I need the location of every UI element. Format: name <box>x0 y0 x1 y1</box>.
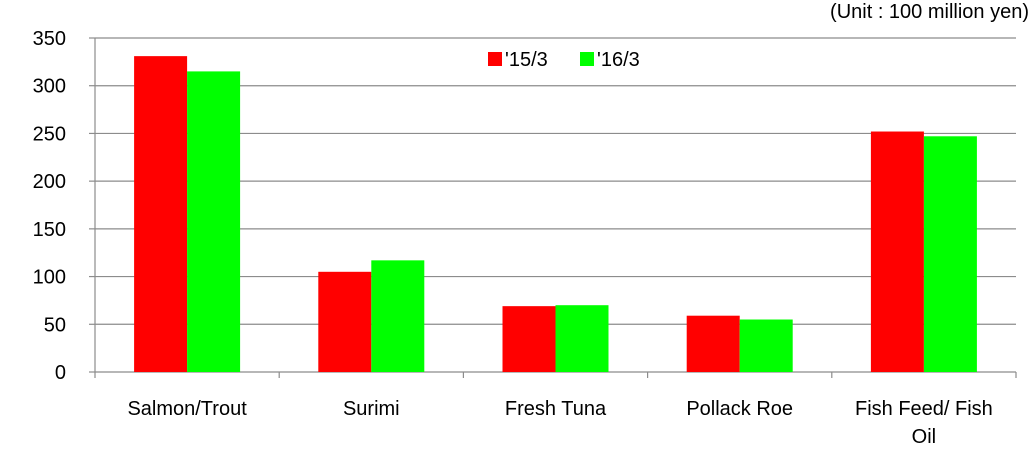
legend-label: '16/3 <box>597 49 640 71</box>
bar-series1 <box>502 306 556 372</box>
y-tick-label: 350 <box>33 28 66 50</box>
bar-series2 <box>923 136 977 372</box>
y-tick-label: 200 <box>33 171 66 193</box>
bars <box>134 56 977 373</box>
bar-series1 <box>318 271 372 372</box>
x-category-label: Fresh Tuna <box>505 398 607 420</box>
bar-series2 <box>555 305 609 372</box>
y-tick-label: 0 <box>55 362 66 384</box>
unit-label: (Unit : 100 million yen) <box>830 1 1029 23</box>
x-category-label: Pollack Roe <box>686 398 793 420</box>
bar-series1 <box>870 131 924 372</box>
x-category-label: Fish Feed/ Fish <box>855 398 993 420</box>
x-category-label: Surimi <box>343 398 400 420</box>
y-tick-label: 300 <box>33 76 66 98</box>
y-tick-label: 150 <box>33 219 66 241</box>
legend-swatch <box>580 52 594 66</box>
x-category-label: Oil <box>912 426 936 448</box>
bar-series2 <box>187 71 241 373</box>
legend-swatch <box>488 52 502 66</box>
x-category-label: Salmon/Trout <box>127 398 247 420</box>
bar-series2 <box>371 260 425 372</box>
bar-series1 <box>134 56 188 372</box>
y-tick-labels: 0 50 100 150 200 250 300 350 <box>33 28 66 384</box>
bar-series1 <box>686 315 740 372</box>
legend: '15/3 '16/3 <box>488 49 640 71</box>
y-tick-label: 50 <box>44 314 66 336</box>
y-tick-label: 100 <box>33 267 66 289</box>
bar-series2 <box>739 319 793 372</box>
x-category-labels: Salmon/Trout Surimi Fresh Tuna Pollack Roe F… <box>127 398 992 448</box>
y-tick-label: 250 <box>33 123 66 145</box>
legend-label: '15/3 <box>505 49 548 71</box>
